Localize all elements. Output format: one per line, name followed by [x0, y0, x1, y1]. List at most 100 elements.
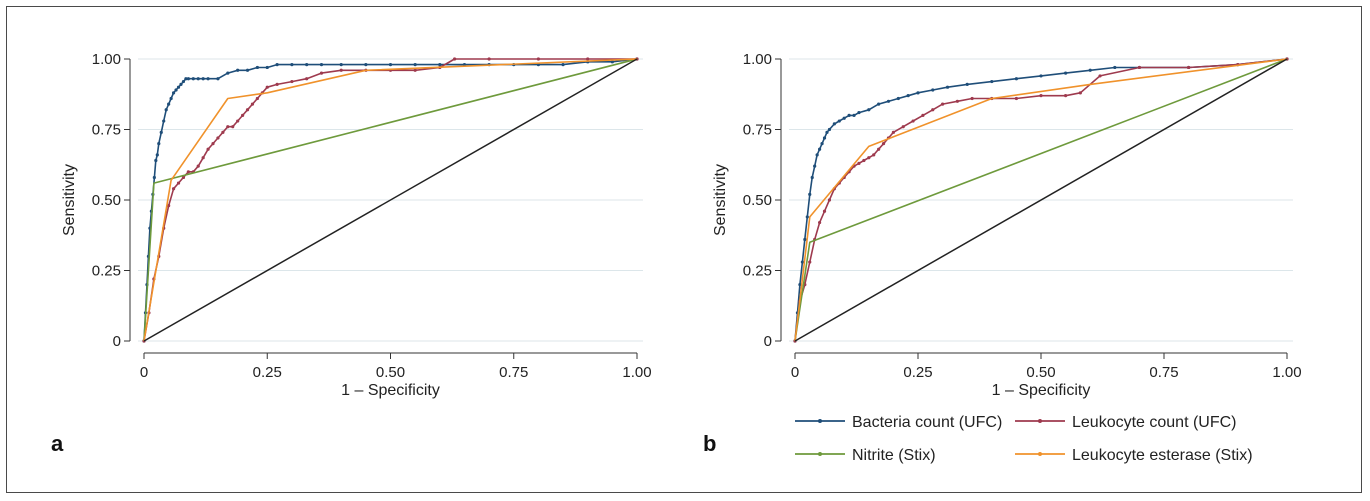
data-point-b-bacteria-count-ufc-19: [852, 113, 856, 117]
data-point-b-bacteria-count-ufc-18: [847, 113, 851, 117]
y-tick-label-a-0: 0: [113, 333, 121, 350]
x-tick-label-a-4: 1.00: [622, 364, 651, 381]
data-point-b-leukocyte-count-ufc-35: [1187, 65, 1191, 70]
data-point-b-bacteria-count-ufc-33: [1064, 71, 1068, 75]
data-point-a-leukocyte-count-ufc-37: [536, 57, 541, 61]
data-point-b-leukocyte-count-ufc-27: [970, 96, 974, 101]
data-point-a-bacteria-count-ufc-29: [236, 68, 240, 72]
data-point-b-bacteria-count-ufc-25: [906, 94, 910, 98]
data-point-b-leukocyte-count-ufc-25: [941, 102, 945, 106]
x-tick-label-b-1: 0.25: [903, 364, 932, 381]
data-point-a-leukocyte-count-ufc-26: [275, 82, 279, 86]
data-point-b-leukocyte-count-ufc-34: [1137, 65, 1141, 70]
data-point-a-leukocyte-count-ufc-7: [176, 181, 181, 185]
data-point-a-leukocyte-count-ufc-33: [413, 68, 417, 72]
data-point-a-bacteria-count-ufc-12: [162, 119, 166, 123]
data-point-b-leukocyte-count-ufc-7: [827, 198, 832, 202]
data-point-b-bacteria-count-ufc-15: [832, 122, 836, 126]
data-point-a-leukocyte-count-ufc-17: [226, 125, 230, 129]
data-point-a-bacteria-count-ufc-48: [610, 60, 614, 64]
data-point-b-bacteria-count-ufc-20: [857, 110, 861, 115]
legend-label-leukocyte-esterase: Leukocyte esterase (Stix): [1072, 447, 1253, 464]
x-tick-label-b-0: 0: [791, 364, 799, 381]
data-point-b-bacteria-count-ufc-26: [916, 91, 920, 95]
data-point-a-bacteria-count-ufc-8: [154, 158, 158, 163]
data-point-b-bacteria-count-ufc-2: [798, 283, 802, 287]
data-point-a-bacteria-count-ufc-27: [216, 77, 220, 81]
x-tick-label-a-2: 0.50: [376, 364, 405, 381]
legend-marker-nitrite: [818, 452, 822, 456]
y-tick-label-a-4: 1.00: [92, 51, 121, 68]
series-line-b-nitrite-stix: [794, 58, 1288, 342]
series-line-b-bacteria-count-ufc: [794, 58, 1288, 342]
data-point-b-bacteria-count-ufc-5: [805, 215, 809, 219]
legend-marker-leukocyte-esterase: [1038, 452, 1042, 456]
data-point-a-leukocyte-count-ufc-20: [241, 113, 245, 117]
data-point-b-leukocyte-count-ufc-16: [872, 153, 876, 157]
data-point-a-bacteria-count-ufc-9: [155, 153, 159, 157]
data-point-b-bacteria-count-ufc-30: [990, 79, 994, 84]
data-point-a-bacteria-count-ufc-24: [196, 77, 200, 81]
data-point-b-bacteria-count-ufc-7: [810, 175, 814, 180]
data-point-a-bacteria-count-ufc-35: [305, 63, 309, 67]
data-point-b-bacteria-count-ufc-6: [808, 192, 812, 196]
data-point-a-bacteria-count-ufc-31: [255, 65, 259, 70]
data-point-a-leukocyte-count-ufc-11: [196, 164, 200, 168]
series-line-a-reference: [143, 58, 638, 342]
data-point-a-bacteria-count-ufc-39: [388, 63, 393, 67]
data-point-b-bacteria-count-ufc-9: [815, 153, 819, 157]
data-point-a-bacteria-count-ufc-25: [201, 77, 205, 81]
data-point-b-leukocyte-count-ufc-23: [921, 113, 925, 117]
legend-item-nitrite: Nitrite (Stix): [795, 447, 936, 464]
panel-letter-a: a: [51, 431, 64, 456]
legend-label-leukocyte-count: Leukocyte count (UFC): [1072, 414, 1237, 431]
data-point-a-bacteria-count-ufc-26: [206, 77, 210, 81]
data-point-a-bacteria-count-ufc-17: [174, 88, 178, 92]
data-point-a-leukocyte-count-ufc-38: [586, 57, 590, 61]
data-point-b-leukocyte-count-ufc-20: [891, 130, 896, 134]
data-point-b-leukocyte-count-ufc-6: [822, 209, 827, 213]
data-point-a-leukocyte-count-ufc-36: [487, 57, 491, 61]
series-line-a-leukocyte-count-ufc: [143, 58, 637, 342]
data-point-b-leukocyte-count-ufc-32: [1078, 91, 1082, 95]
data-point-b-leukocyte-count-ufc-31: [1064, 94, 1068, 98]
x-tick-label-b-2: 0.50: [1026, 364, 1055, 381]
data-point-b-bacteria-count-ufc-22: [877, 102, 881, 106]
data-point-a-leukocyte-count-ufc-25: [265, 85, 269, 89]
x-tick-label-a-3: 0.75: [499, 364, 528, 381]
x-axis-title-a: 1 – Specificity: [341, 382, 440, 399]
data-point-a-bacteria-count-ufc-10: [157, 142, 161, 146]
series-line-b-leukocyte-count-ufc: [794, 58, 1288, 342]
y-tick-label-b-1: 0.25: [743, 263, 772, 280]
data-point-b-leukocyte-count-ufc-24: [931, 108, 935, 112]
data-point-a-bacteria-count-ufc-22: [186, 77, 190, 81]
data-point-b-leukocyte-count-ufc-22: [911, 119, 915, 123]
data-point-b-bacteria-count-ufc-13: [825, 130, 829, 134]
x-tick-label-b-4: 1.00: [1272, 364, 1301, 381]
data-point-a-leukocyte-count-ufc-19: [236, 119, 240, 123]
data-point-b-leukocyte-count-ufc-33: [1098, 74, 1102, 78]
data-point-a-leukocyte-count-ufc-16: [221, 130, 225, 134]
data-point-b-bacteria-count-ufc-14: [827, 127, 832, 132]
data-point-a-bacteria-count-ufc-16: [171, 91, 176, 95]
data-point-a-leukocyte-count-ufc-23: [255, 96, 259, 101]
legend-label-nitrite: Nitrite (Stix): [852, 447, 936, 464]
y-tick-label-b-0: 0: [764, 333, 772, 350]
data-point-a-leukocyte-count-ufc-30: [339, 68, 343, 72]
data-point-b-leukocyte-count-ufc-13: [857, 161, 861, 165]
series-line-b-reference: [794, 58, 1288, 342]
data-point-b-leukocyte-count-ufc-30: [1039, 94, 1043, 98]
series-line-a-nitrite-stix: [143, 58, 638, 342]
data-point-b-bacteria-count-ufc-35: [1113, 65, 1117, 70]
data-point-b-leukocyte-count-ufc-26: [955, 99, 959, 103]
data-point-b-bacteria-count-ufc-24: [896, 96, 900, 101]
data-point-b-leukocyte-count-ufc-21: [901, 125, 905, 129]
data-point-a-bacteria-count-ufc-41: [438, 63, 442, 67]
data-point-b-bacteria-count-ufc-32: [1039, 74, 1043, 78]
series-line-b-leukocyte-esterase-stix: [794, 58, 1288, 342]
legend-item-leukocyte-esterase: Leukocyte esterase (Stix): [1015, 447, 1253, 464]
data-point-a-bacteria-count-ufc-28: [226, 71, 230, 75]
data-point-a-leukocyte-count-ufc-21: [245, 108, 250, 112]
data-point-a-leukocyte-count-ufc-6: [171, 187, 176, 191]
data-point-a-bacteria-count-ufc-21: [184, 77, 188, 81]
